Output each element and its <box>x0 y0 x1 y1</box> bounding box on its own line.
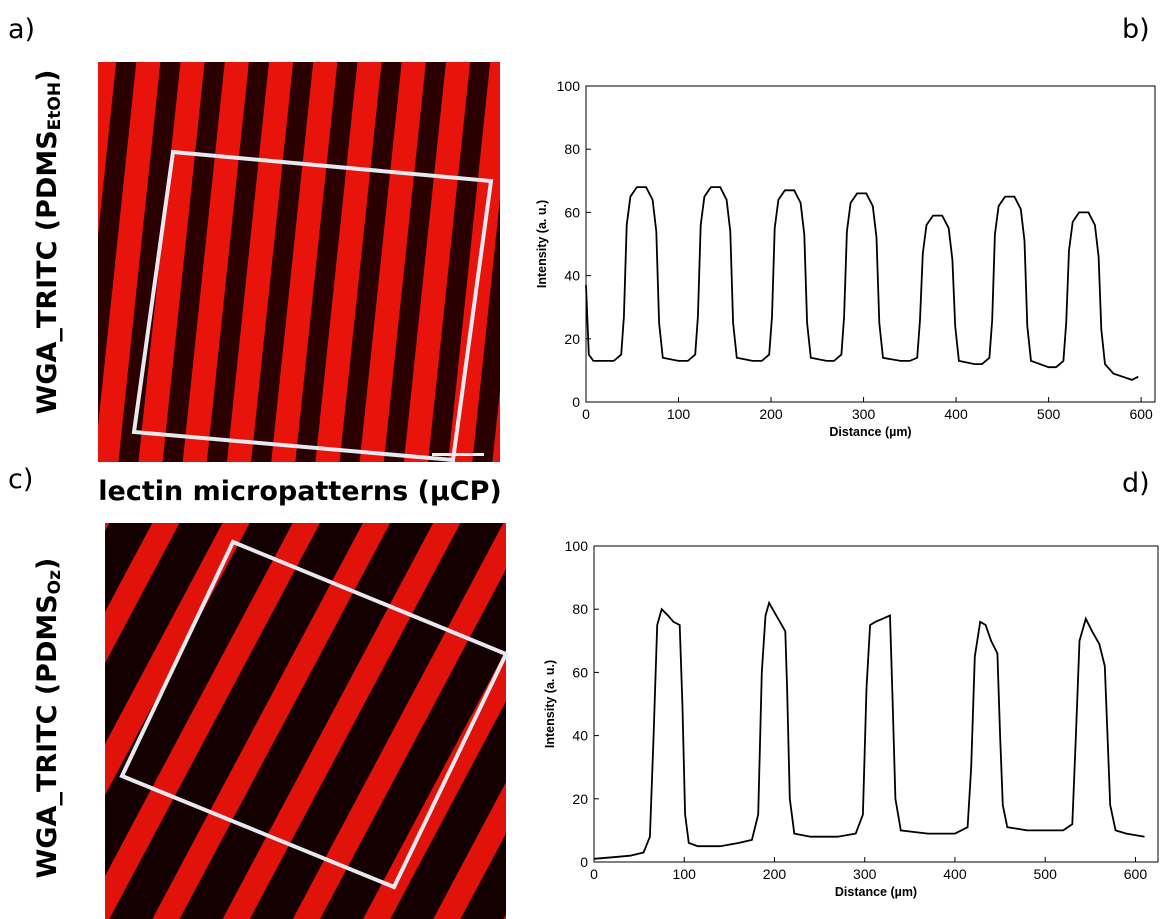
x-tick-label: 0 <box>590 866 598 882</box>
plot-frame <box>585 85 1156 403</box>
x-tick-label: 300 <box>853 866 877 882</box>
y-tick-label: 20 <box>564 331 580 347</box>
y-tick-label: 40 <box>564 268 580 284</box>
y-axis-label: Intensity (a. u.) <box>535 200 549 288</box>
row-label-sub: EtOH <box>45 82 65 130</box>
x-tick-label: 200 <box>763 866 787 882</box>
row-label: WGA_TRITC (PDMSOz) <box>32 558 65 879</box>
x-tick-label: 400 <box>944 406 968 422</box>
x-tick-label: 500 <box>1037 406 1061 422</box>
x-tick-label: 300 <box>852 406 876 422</box>
y-tick-label: 60 <box>572 664 588 680</box>
x-tick-label: 400 <box>943 866 967 882</box>
column-title: lectin micropatterns (μCP) <box>98 476 501 507</box>
x-tick-label: 200 <box>759 406 783 422</box>
data-line <box>593 600 1145 860</box>
row-label-main: WGA_TRITC (PDMS <box>32 130 63 414</box>
row-label: WGA_TRITC (PDMSEtOH) <box>32 70 65 415</box>
x-axis-label: Distance (µm) <box>829 425 911 439</box>
y-tick-label: 0 <box>580 854 588 870</box>
x-tick-label: 100 <box>667 406 691 422</box>
row-label-end: ) <box>32 70 63 82</box>
y-tick-label: 80 <box>564 141 580 157</box>
x-tick-label: 600 <box>1129 406 1153 422</box>
row-label-end: ) <box>32 558 63 570</box>
y-tick-label: 0 <box>572 394 580 410</box>
row-label-main: WGA_TRITC (PDMS <box>32 594 63 878</box>
data-line <box>585 186 1139 381</box>
x-tick-label: 600 <box>1124 866 1148 882</box>
panel-label: b) <box>1122 14 1150 45</box>
x-tick-label: 100 <box>673 866 697 882</box>
y-axis-label: Intensity (a. u.) <box>543 660 557 748</box>
y-tick-label: 100 <box>565 538 589 554</box>
plot-frame <box>593 545 1159 863</box>
y-tick-label: 40 <box>572 728 588 744</box>
x-tick-label: 0 <box>582 406 590 422</box>
y-tick-label: 80 <box>572 601 588 617</box>
panel-label: d) <box>1122 468 1150 499</box>
x-axis-label: Distance (µm) <box>835 885 917 899</box>
y-tick-label: 100 <box>557 78 581 94</box>
micrograph-a <box>98 62 500 463</box>
y-tick-label: 60 <box>564 204 580 220</box>
panel-label: c) <box>8 464 33 495</box>
x-tick-label: 500 <box>1034 866 1058 882</box>
micrograph-c <box>105 523 509 919</box>
row-label-sub: Oz <box>45 570 65 594</box>
panel-label: a) <box>8 14 35 45</box>
y-tick-label: 20 <box>572 791 588 807</box>
